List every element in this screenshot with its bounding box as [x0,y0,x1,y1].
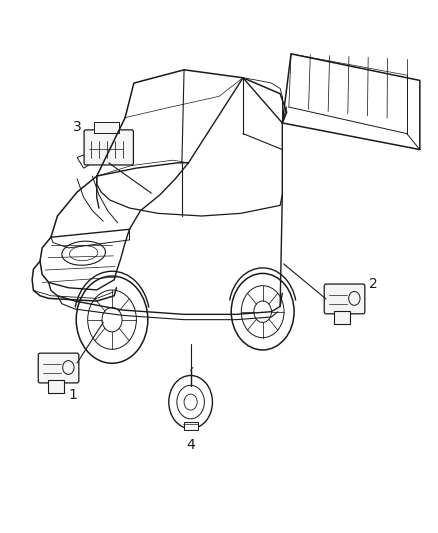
Bar [184,422,198,430]
Text: 4: 4 [186,438,195,451]
FancyBboxPatch shape [84,130,134,165]
FancyBboxPatch shape [334,311,350,324]
FancyBboxPatch shape [324,284,365,314]
FancyBboxPatch shape [38,353,79,383]
Text: 1: 1 [68,388,77,402]
Text: 3: 3 [73,120,81,134]
FancyBboxPatch shape [94,122,119,133]
Text: 2: 2 [369,277,378,290]
FancyBboxPatch shape [48,380,64,393]
